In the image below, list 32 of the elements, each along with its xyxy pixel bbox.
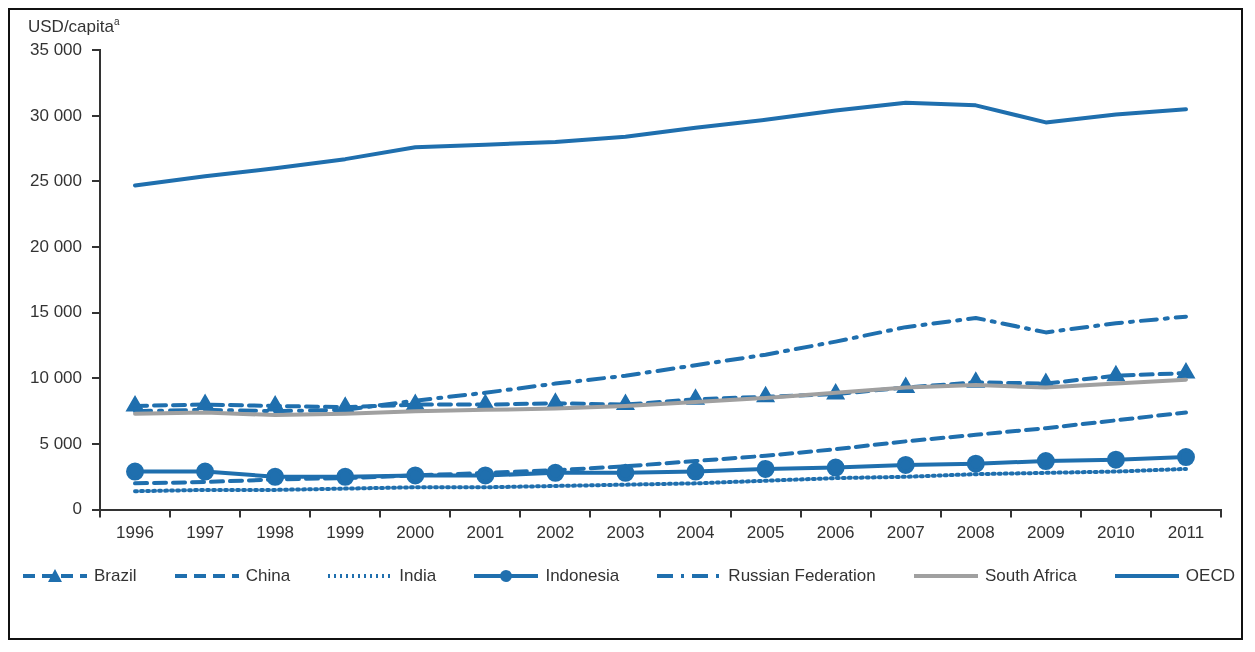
x-tick-label: 2010: [1096, 523, 1135, 543]
y-tick-label: 35 000: [30, 39, 82, 59]
x-tick-label: 2005: [746, 523, 785, 543]
legend-label: Indonesia: [545, 566, 620, 586]
x-tick-label: 2007: [886, 523, 925, 543]
x-tick-label: 1999: [326, 523, 365, 543]
legend-label: Russian Federation: [728, 566, 876, 586]
x-tick-label: 1997: [186, 523, 224, 543]
y-tick-label: 30 000: [30, 105, 82, 125]
y-axis-title: USD/capita$^{a}$: [28, 16, 120, 37]
x-tick-label: 2006: [816, 523, 855, 543]
y-tick-label: 15 000: [30, 302, 82, 322]
y-tick-label: 25 000: [30, 171, 82, 191]
legend-label: OECD: [1185, 566, 1235, 586]
x-tick-label: 1998: [256, 523, 295, 543]
legend-label: Brazil: [94, 566, 137, 586]
y-tick-label: 20 000: [30, 236, 82, 256]
x-tick-label: 2001: [466, 523, 505, 543]
y-tick-label: 5 000: [39, 433, 82, 453]
x-tick-label: 2002: [536, 523, 575, 543]
x-tick-label: 2004: [676, 523, 715, 543]
legend-label: India: [399, 566, 437, 586]
x-tick-label: 1996: [116, 523, 154, 543]
x-tick-label: 2000: [396, 523, 435, 543]
legend-label: China: [245, 566, 291, 586]
legend-label: South Africa: [984, 566, 1077, 586]
y-tick-label: 10 000: [30, 368, 82, 388]
x-tick-label: 2003: [606, 523, 645, 543]
x-tick-label: 2011: [1167, 523, 1205, 543]
y-tick-label: 0: [72, 499, 82, 519]
x-tick-label: 2008: [956, 523, 995, 543]
x-tick-label: 2009: [1026, 523, 1065, 543]
